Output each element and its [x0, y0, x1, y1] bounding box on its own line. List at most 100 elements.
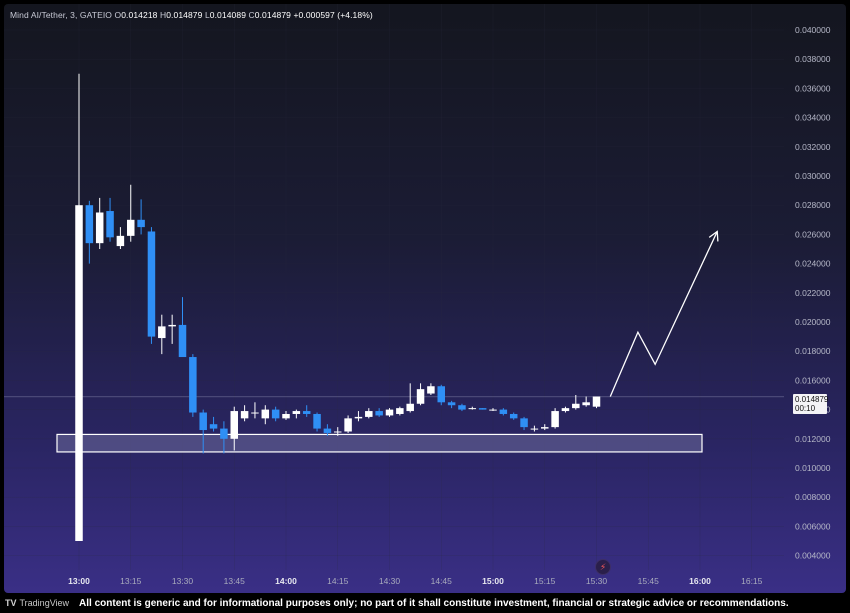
support-zone-layer: [56, 433, 703, 453]
candle: [334, 427, 342, 436]
y-tick-label: 0.004000: [795, 551, 831, 561]
candle-body: [147, 231, 156, 337]
candle-body: [499, 409, 508, 414]
candle-body: [75, 205, 83, 541]
candle-body: [106, 211, 114, 238]
candle-body: [199, 412, 207, 431]
candle: [189, 354, 197, 417]
candle: [447, 400, 456, 409]
y-tick-label: 0.032000: [795, 142, 831, 152]
symbol-legend[interactable]: Mind AI/Tether, 3, GATEIO O0.014218 H0.0…: [10, 10, 373, 20]
y-tick-label: 0.024000: [795, 259, 831, 269]
close-value: 0.014879: [254, 10, 292, 20]
candle: [375, 408, 383, 417]
chart-canvas[interactable]: 0.040000 0.038000 0.036000 0.034000 0.032000…: [4, 4, 846, 593]
candle-body: [541, 427, 549, 429]
projection-arrowhead: [708, 230, 719, 242]
candle-body: [251, 412, 259, 414]
candle-body: [168, 324, 176, 327]
candle-body: [365, 411, 373, 417]
candle: [509, 412, 518, 420]
candle-body: [85, 205, 94, 244]
y-tick-label: 0.006000: [795, 521, 831, 531]
candle-body: [116, 235, 125, 247]
candle-body: [458, 405, 466, 410]
candle-body: [478, 408, 487, 410]
y-tick-label: 0.034000: [795, 113, 831, 123]
candle-body: [572, 403, 580, 409]
x-tick-label: 15:15: [534, 576, 556, 586]
candle-body: [385, 409, 394, 416]
x-tick-label: 16:15: [741, 576, 763, 586]
candle: [75, 73, 83, 541]
candle-body: [520, 418, 528, 428]
last-price-tag: 0.014879 00:10: [793, 394, 828, 414]
x-tick-label: 14:45: [431, 576, 453, 586]
candle: [271, 406, 280, 422]
candle: [106, 197, 114, 242]
y-tick-label: 0.010000: [795, 463, 831, 473]
candle: [344, 415, 352, 433]
candle: [499, 408, 508, 416]
high-value: 0.014879: [166, 10, 203, 20]
support-zone-box: [56, 433, 703, 453]
y-tick-label: 0.020000: [795, 317, 831, 327]
symbol-name[interactable]: Mind AI/Tether, 3, GATEIO: [10, 10, 113, 20]
candle: [127, 184, 135, 242]
x-tick-label: 13:15: [120, 576, 142, 586]
x-tick-label: 15:30: [586, 576, 608, 586]
disclaimer-text: All content is generic and for informati…: [79, 597, 789, 609]
y-tick-label: 0.018000: [795, 346, 831, 356]
candle-body: [530, 428, 539, 430]
candle-body: [468, 408, 477, 410]
y-tick-label: 0.026000: [795, 229, 831, 239]
chart-frame[interactable]: 0.040000 0.038000 0.036000 0.034000 0.032000…: [4, 4, 846, 593]
tradingview-brand: TradingView: [19, 598, 70, 608]
x-tick-label: 13:45: [224, 576, 246, 586]
x-tick-label: 13:30: [172, 576, 194, 586]
candle: [541, 424, 549, 431]
x-tick-label: 13:00: [68, 576, 90, 586]
candle: [365, 408, 373, 419]
y-tick-label: 0.016000: [795, 375, 831, 385]
candle: [458, 403, 466, 412]
y-tick-label: 0.012000: [795, 434, 831, 444]
grid-layer: [4, 4, 784, 570]
candle: [158, 314, 166, 355]
y-tick-label: 0.030000: [795, 171, 831, 181]
candle: [582, 396, 590, 407]
high-label: H: [159, 10, 167, 20]
candle: [396, 406, 404, 416]
y-tick-label: 0.038000: [795, 54, 831, 64]
time-axis: 13:00 13:15 13:30 13:45 14:00 14:15 14:30 14:45…: [68, 576, 763, 586]
candle: [551, 408, 559, 429]
y-tick-label: 0.040000: [795, 25, 831, 35]
candle-body: [282, 413, 290, 419]
candle-body: [240, 411, 249, 419]
candle: [209, 416, 218, 432]
candle: [230, 406, 238, 451]
projection-layer: [609, 230, 719, 397]
candle-body: [582, 402, 590, 406]
y-tick-label: 0.008000: [795, 492, 831, 502]
lightning-icon[interactable]: ⚡: [595, 559, 611, 575]
candle: [406, 383, 414, 413]
candle: [199, 409, 207, 454]
candle-body: [334, 431, 342, 433]
candle-body: [158, 326, 166, 339]
candle-body: [127, 219, 135, 236]
candle: [220, 421, 228, 454]
candle: [416, 383, 425, 406]
candle-body: [396, 408, 404, 414]
candle: [302, 405, 311, 417]
candle-body: [261, 409, 270, 419]
candle: [385, 408, 394, 417]
tradingview-logo[interactable]: TV TradingView: [5, 598, 69, 608]
candle-body: [561, 408, 570, 412]
bar-countdown: 00:10: [795, 404, 816, 413]
candle: [437, 384, 445, 406]
close-label: C: [248, 10, 255, 20]
price-axis: 0.040000 0.038000 0.036000 0.034000 0.032000…: [795, 25, 831, 561]
candle: [323, 424, 332, 436]
y-tick-label: 0.036000: [795, 83, 831, 93]
